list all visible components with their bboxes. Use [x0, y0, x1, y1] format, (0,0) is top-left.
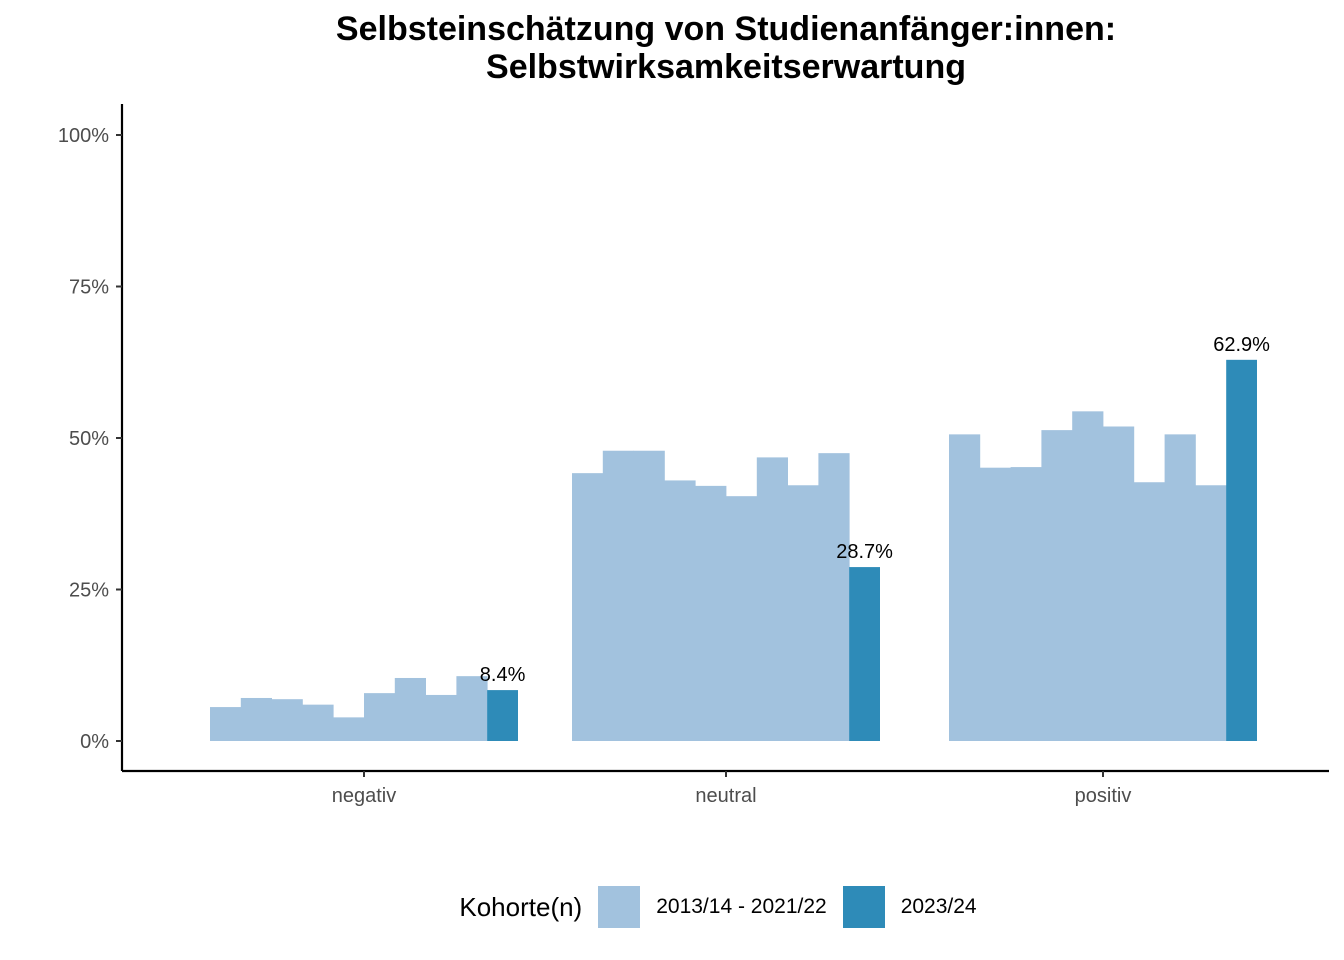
legend-swatch-current — [842, 886, 885, 928]
bar-historic — [664, 480, 696, 741]
y-tick-label: 100% — [58, 125, 109, 147]
bar-historic — [333, 717, 365, 741]
legend-label-historic: 2013/14 - 2021/22 — [656, 895, 827, 918]
bar-historic — [602, 450, 634, 741]
legend-title: Kohorte(n) — [459, 891, 583, 922]
legend-swatch-historic — [598, 886, 641, 928]
x-tick-label: negativ — [332, 785, 397, 807]
y-tick-label: 0% — [80, 731, 109, 753]
bar-historic — [572, 473, 604, 741]
y-tick-label: 50% — [69, 428, 109, 450]
bar-historic — [394, 677, 426, 741]
bar-historic — [1072, 411, 1104, 741]
bar-historic — [1041, 430, 1073, 741]
bar-historic — [787, 485, 819, 741]
data-label: 8.4% — [480, 664, 526, 686]
bar-current — [487, 690, 518, 741]
bar-current — [849, 567, 880, 741]
bar-historic — [456, 676, 488, 741]
legend-item-current: 2023/24 — [842, 886, 977, 928]
legend: Kohorte(n) 2013/14 - 2021/22 2023/24 — [0, 886, 1344, 928]
y-tick-label: 75% — [69, 277, 109, 299]
x-tick-label: positiv — [1075, 785, 1132, 807]
bar-historic — [1195, 485, 1227, 741]
bar-historic — [1103, 426, 1135, 741]
data-label: 28.7% — [836, 541, 893, 563]
bar-historic — [1164, 434, 1196, 741]
chart-title: Selbsteinschätzung von Studienanfänger:i… — [0, 10, 1344, 86]
bar-historic — [364, 693, 396, 741]
chart-title-line-1: Selbsteinschätzung von Studienanfänger:i… — [335, 10, 1117, 48]
bar-historic — [240, 697, 272, 741]
bar-historic — [271, 699, 303, 741]
bar-historic — [979, 467, 1011, 741]
bar-historic — [302, 704, 334, 741]
legend-label-current: 2023/24 — [900, 895, 977, 918]
x-tick-label: neutral — [695, 785, 756, 807]
bar-historic — [726, 496, 758, 741]
bar-historic — [818, 453, 850, 741]
bar-current — [1226, 359, 1257, 741]
bar-historic — [1133, 482, 1165, 741]
bar-historic — [695, 485, 727, 741]
legend-item-historic: 2013/14 - 2021/22 — [598, 886, 827, 928]
bar-historic — [756, 457, 788, 741]
y-tick-label: 25% — [69, 580, 109, 602]
bar-historic — [1010, 467, 1042, 741]
bar-historic — [210, 707, 242, 741]
bar-historic — [425, 694, 457, 741]
bar-historic — [949, 434, 981, 741]
data-label: 62.9% — [1213, 334, 1270, 356]
chart-title-line-2: Selbstwirksamkeitserwartung — [486, 48, 966, 86]
bar-historic — [633, 450, 665, 741]
